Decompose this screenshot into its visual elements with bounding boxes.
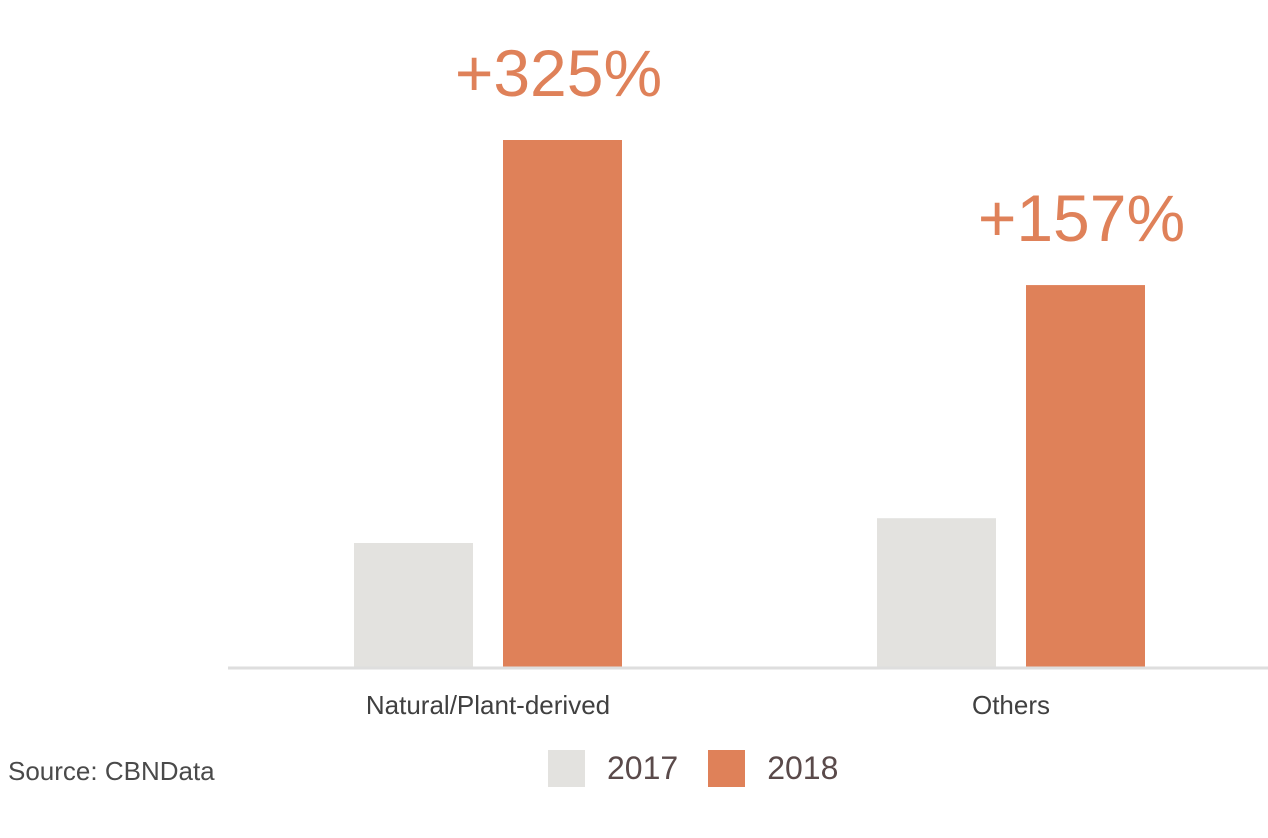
legend-swatch-2018 — [708, 750, 746, 787]
category-label-1: Others — [972, 690, 1050, 720]
annotation-label-1: +157% — [978, 181, 1185, 255]
legend-label-2018: 2018 — [767, 750, 839, 786]
bar-2018-0 — [503, 140, 622, 667]
source-note: Source: CBNData — [8, 756, 215, 786]
legend-label-2017: 2017 — [607, 750, 679, 786]
legend-swatch-2017 — [548, 750, 585, 787]
bar-2017-1 — [877, 518, 996, 667]
category-label-0: Natural/Plant-derived — [366, 690, 610, 720]
legend-item-2017: 2017 — [548, 750, 678, 787]
bar-2017-0 — [354, 543, 473, 667]
legend: 2017 2018 — [548, 750, 868, 787]
annotation-label-0: +325% — [455, 36, 662, 110]
legend-item-2018: 2018 — [708, 750, 838, 787]
bar-2018-1 — [1026, 285, 1145, 667]
